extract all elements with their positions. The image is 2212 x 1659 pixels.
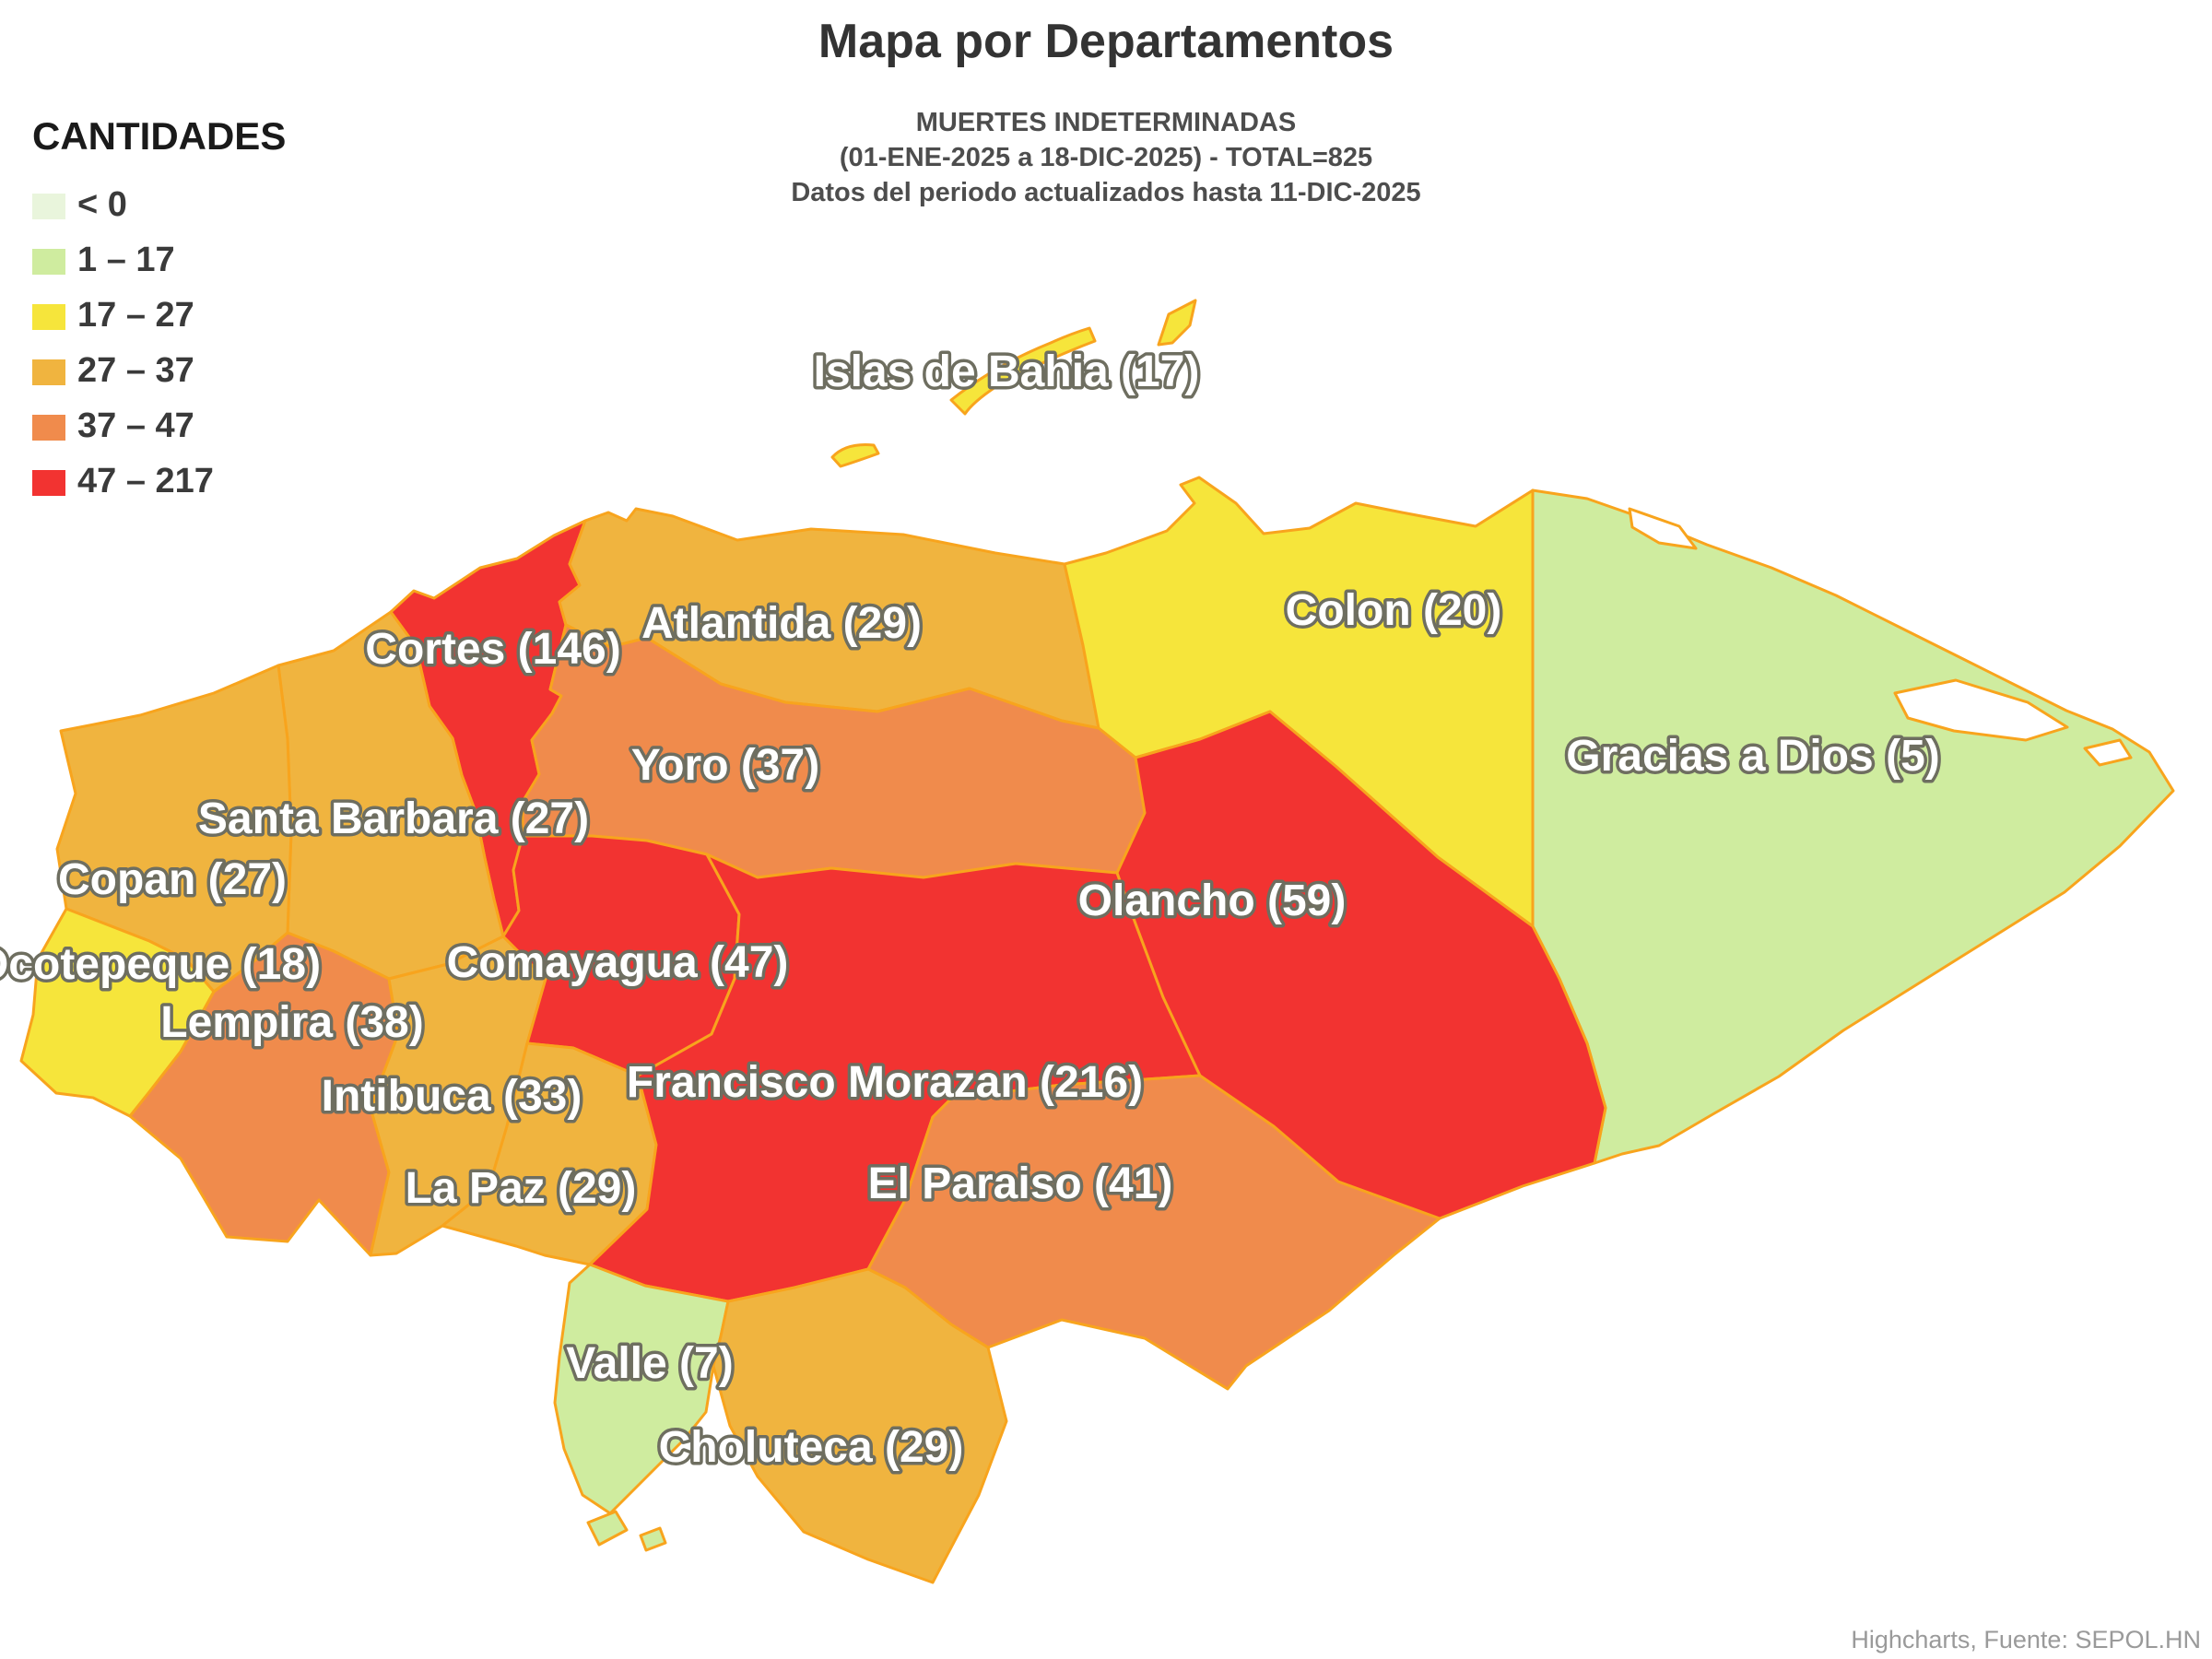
label-intibuca: Intibuca (33) [322, 1072, 582, 1121]
label-colon: Colon (20) [1286, 586, 1502, 635]
legend-swatch-27-37 [32, 359, 65, 385]
legend-item-17-27[interactable]: 17 – 27 [32, 296, 194, 335]
legend-item-lt0[interactable]: < 0 [32, 185, 127, 224]
label-la-paz: La Paz (29) [406, 1164, 637, 1213]
legend-swatch-1-17 [32, 249, 65, 275]
legend-label-37-47: 37 – 47 [77, 406, 194, 445]
credits-link[interactable]: Highcharts, Fuente: SEPOL.HN [1851, 1626, 2201, 1653]
legend-item-37-47[interactable]: 37 – 47 [32, 406, 194, 445]
legend-swatch-lt0 [32, 194, 65, 219]
legend-item-47-217[interactable]: 47 – 217 [32, 462, 214, 500]
label-atlantida: Atlantida (29) [641, 599, 922, 648]
valle-islet[interactable] [586, 1510, 629, 1547]
label-ocotepeque: Ocotepeque (18) [0, 940, 321, 989]
legend-title: CANTIDADES [32, 114, 286, 158]
island-roatan[interactable] [949, 326, 1097, 416]
label-el-paraiso: El Paraiso (41) [868, 1159, 1173, 1208]
label-olancho: Olancho (59) [1078, 877, 1347, 925]
small-lagoon [2083, 738, 2133, 767]
label-lempira: Lempira (38) [160, 998, 423, 1047]
region-islas-de-bahia[interactable] [830, 299, 1197, 468]
region-olancho[interactable] [1115, 710, 1607, 1220]
chart-subtitle-line3: Datos del periodo actualizados hasta 11-… [791, 178, 1420, 207]
legend-swatch-17-27 [32, 304, 65, 330]
region-la-paz[interactable] [441, 1041, 658, 1266]
region-gracias-a-dios[interactable] [1531, 488, 2175, 1165]
valle-mainland[interactable] [553, 1263, 730, 1515]
region-choluteca[interactable] [712, 1267, 1008, 1584]
label-islas-de-bahia: Islas de Bahia (17) [814, 347, 1200, 396]
label-yoro: Yoro (37) [631, 741, 819, 790]
valle-islet-small[interactable] [639, 1526, 667, 1552]
legend-item-1-17[interactable]: 1 – 17 [32, 241, 175, 279]
island-guanaja[interactable] [1157, 299, 1197, 347]
label-santa-barbara: Santa Barbara (27) [198, 794, 589, 843]
label-copan: Copan (27) [58, 855, 287, 904]
chart-subtitle-line2: (01-ENE-2025 a 18-DIC-2025) - TOTAL=825 [840, 143, 1372, 172]
label-francisco-morazan: Francisco Morazan (216) [627, 1058, 1143, 1107]
legend-swatch-37-47 [32, 415, 65, 441]
legend-label-47-217: 47 – 217 [77, 462, 214, 500]
label-gracias-a-dios: Gracias a Dios (5) [1566, 732, 1940, 781]
chart-subtitle-line1: MUERTES INDETERMINADAS [916, 108, 1296, 137]
region-valle[interactable] [553, 1263, 730, 1552]
legend-swatch-47-217 [32, 470, 65, 496]
map-labels: Cortes (146) Atlantida (29) Colon (20) G… [0, 345, 1943, 1476]
legend-label-17-27: 17 – 27 [77, 296, 194, 335]
caratasca-lagoon [1893, 678, 2069, 742]
legend: CANTIDADES < 0 1 – 17 17 – 27 27 – 37 37… [32, 114, 286, 500]
legend-label-lt0: < 0 [77, 185, 127, 224]
legend-label-1-17: 1 – 17 [77, 241, 175, 279]
label-comayagua: Comayagua (47) [447, 938, 789, 987]
legend-item-27-37[interactable]: 27 – 37 [32, 351, 194, 390]
label-cortes: Cortes (146) [365, 625, 620, 674]
chart-title: Mapa por Departamentos [818, 15, 1394, 68]
label-valle: Valle (7) [566, 1339, 733, 1388]
coastal-notch [1628, 507, 1698, 550]
island-utila[interactable] [830, 443, 880, 468]
label-choluteca: Choluteca (29) [659, 1423, 964, 1472]
map-regions [19, 299, 2175, 1584]
legend-label-27-37: 27 – 37 [77, 351, 194, 390]
